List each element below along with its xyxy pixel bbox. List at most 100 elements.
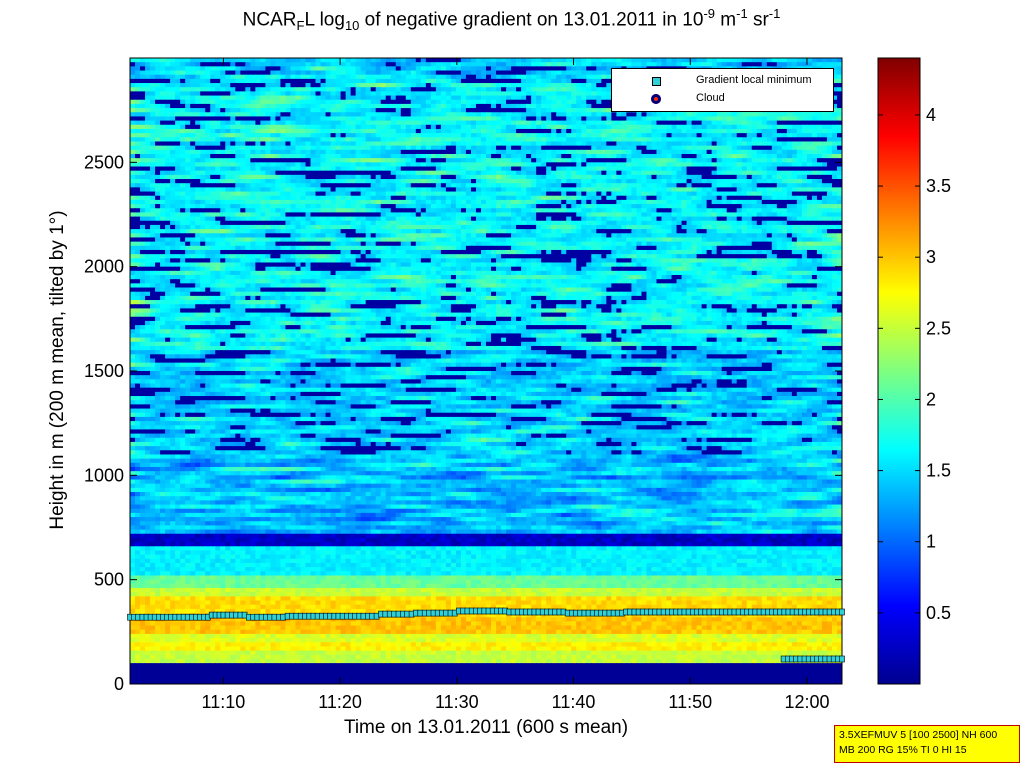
heatmap-cell — [455, 133, 462, 138]
heatmap-cell — [776, 149, 783, 155]
heatmap-cell — [681, 149, 688, 155]
heatmap-cell — [130, 204, 136, 209]
heatmap-cell — [420, 128, 427, 134]
heatmap-cell — [265, 91, 271, 97]
heatmap-cell — [320, 153, 327, 159]
heatmap-cell — [475, 153, 482, 159]
heatmap-cell — [651, 133, 658, 138]
heatmap-cell — [611, 62, 617, 67]
heatmap-cell — [445, 120, 452, 126]
heatmap-cell — [511, 62, 517, 67]
heatmap-cell — [360, 128, 367, 134]
heatmap-cell — [435, 91, 442, 97]
heatmap-cell — [601, 195, 607, 201]
heatmap-cell — [706, 120, 713, 126]
heatmap-cell — [140, 170, 146, 176]
heatmap-cell — [440, 103, 447, 109]
heatmap-cell — [240, 95, 246, 101]
heatmap-cell — [756, 166, 763, 172]
heatmap-cell — [546, 133, 552, 138]
heatmap-cell — [275, 191, 282, 197]
heatmap-cell — [746, 179, 753, 184]
heatmap-cell — [355, 124, 362, 130]
heatmap-cell — [786, 187, 793, 193]
heatmap-cell — [185, 108, 191, 113]
heatmap-cell — [300, 153, 307, 159]
heatmap-cell — [716, 174, 723, 180]
heatmap-cell — [611, 170, 617, 176]
heatmap-cell — [606, 70, 612, 76]
heatmap-cell — [430, 195, 437, 201]
heatmap-cell — [395, 74, 402, 80]
heatmap-cell — [380, 112, 387, 118]
heatmap-cell — [546, 137, 552, 143]
heatmap-cell — [210, 58, 216, 63]
heatmap-cell — [420, 179, 427, 184]
heatmap-cell — [706, 179, 713, 184]
heatmap-cell — [465, 99, 472, 105]
heatmap-cell — [210, 103, 216, 109]
heatmap-cell — [375, 158, 382, 163]
heatmap-cell — [135, 78, 141, 84]
heatmap-cell — [215, 199, 221, 205]
heatmap-cell — [370, 145, 377, 151]
heatmap-cell — [521, 112, 527, 118]
heatmap-cell — [696, 62, 703, 67]
heatmap-cell — [325, 91, 332, 97]
heatmap-cell — [551, 62, 557, 67]
heatmap-cell — [330, 153, 337, 159]
heatmap-cell — [741, 116, 748, 122]
heatmap-cell — [225, 191, 231, 197]
heatmap-cell — [385, 66, 392, 72]
heatmap-cell — [470, 195, 477, 201]
heatmap-cell — [475, 70, 482, 76]
heatmap-cell — [776, 158, 783, 163]
heatmap-cell — [836, 162, 842, 168]
heatmap-cell — [801, 195, 808, 201]
heatmap-cell — [571, 120, 577, 126]
heatmap-cell — [621, 137, 627, 143]
heatmap-cell — [250, 153, 256, 159]
heatmap-cell — [521, 66, 527, 72]
heatmap-cell — [516, 187, 522, 193]
heatmap-cell — [586, 174, 592, 180]
heatmap-cell — [781, 124, 788, 130]
heatmap-cell — [155, 174, 161, 180]
heatmap-cell — [621, 162, 627, 168]
heatmap-cell — [205, 141, 211, 147]
heatmap-cell — [340, 179, 347, 184]
heatmap-cell — [455, 149, 462, 155]
heatmap-cell — [260, 99, 266, 105]
heatmap-cell — [806, 158, 813, 163]
heatmap-cell — [135, 141, 141, 147]
heatmap-cell — [165, 141, 171, 147]
heatmap-cell — [731, 199, 738, 205]
heatmap-cell — [516, 170, 522, 176]
heatmap-cell — [195, 95, 201, 101]
heatmap-cell — [596, 137, 602, 143]
heatmap-cell — [410, 87, 417, 92]
heatmap-cell — [215, 133, 221, 138]
heatmap-cell — [360, 95, 367, 101]
heatmap-cell — [210, 158, 216, 163]
heatmap-cell — [531, 62, 537, 67]
heatmap-cell — [561, 179, 567, 184]
heatmap-cell — [531, 166, 537, 172]
heatmap-cell — [335, 108, 342, 113]
heatmap-cell — [701, 141, 708, 147]
heatmap-cell — [636, 199, 643, 205]
heatmap-cell — [250, 87, 256, 92]
heatmap-cell — [315, 162, 322, 168]
heatmap-cell — [250, 95, 256, 101]
heatmap-cell — [661, 120, 668, 126]
heatmap-cell — [275, 199, 282, 205]
heatmap-cell — [696, 149, 703, 155]
heatmap-cell — [200, 66, 206, 72]
heatmap-cell — [826, 145, 833, 151]
heatmap-cell — [205, 108, 211, 113]
heatmap-cell — [200, 183, 206, 188]
heatmap-cell — [636, 116, 643, 122]
heatmap-cell — [210, 149, 216, 155]
heatmap-cell — [596, 103, 602, 109]
heatmap-cell — [801, 179, 808, 184]
